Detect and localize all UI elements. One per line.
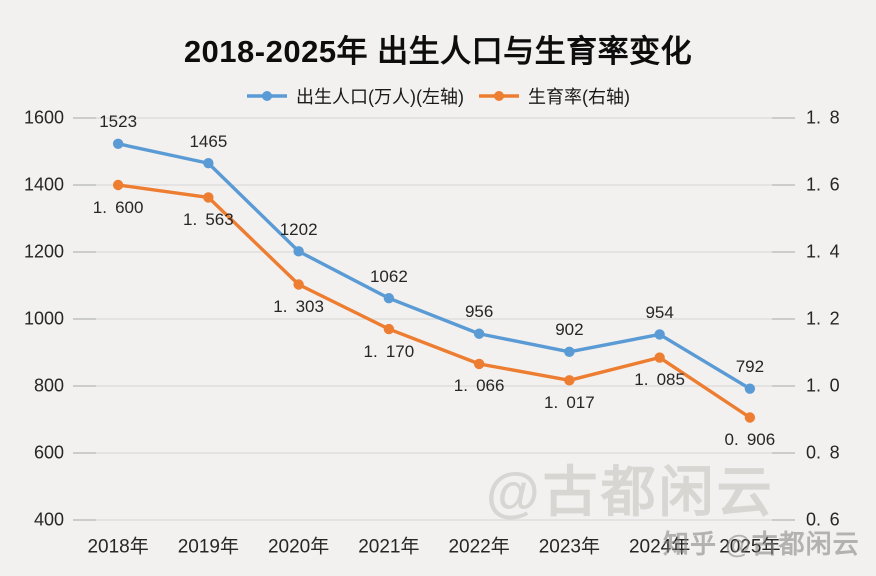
data-point-marker [654,352,665,363]
chart-legend: 出生人口(万人)(左轴) 生育率(右轴) [0,83,876,109]
legend-item-fertility: 生育率(右轴) [478,83,630,109]
data-point-marker [744,383,756,394]
series-line-fertility [116,183,752,420]
data-point-marker [203,192,214,203]
data-point-marker [293,279,304,290]
legend-item-births: 出生人口(万人)(左轴) [246,83,464,109]
watermark-center: @古都闲云 [486,461,775,523]
legend-label-fertility: 生育率(右轴) [527,87,630,107]
data-point-marker [383,323,395,335]
data-point-marker [383,293,395,304]
watermark-corner: 知乎 @古都闲云 [663,529,860,559]
data-point-marker [112,179,124,191]
data-point-marker [564,346,575,358]
data-point-marker [744,412,756,423]
legend-label-births: 出生人口(万人)(左轴) [296,87,464,107]
legend-marker-fertility-icon [478,91,519,101]
legend-marker-births-icon [247,91,287,101]
series-line-births [116,142,752,391]
chart-title: 2018-2025年 出生人口与生育率变化 [183,34,693,69]
data-point-marker [112,138,124,149]
data-point-marker [473,328,485,339]
data-point-marker [293,246,304,257]
data-point-marker [654,329,665,340]
data-point-marker [203,158,214,169]
data-point-marker [564,375,575,386]
data-point-marker [473,358,485,370]
